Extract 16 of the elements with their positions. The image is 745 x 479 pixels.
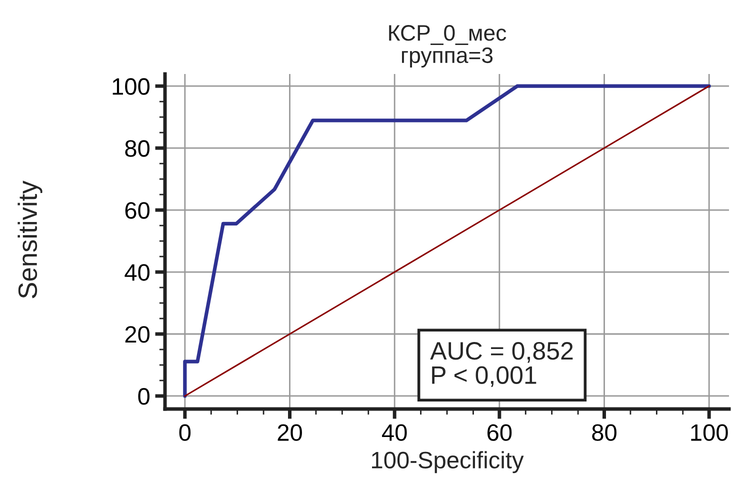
y-tick-label: 0 bbox=[138, 388, 150, 405]
x-tick-label: 40 bbox=[382, 424, 407, 441]
annotation: AUC = 0,852 P < 0,001 bbox=[430, 342, 573, 387]
y-tick-label: 60 bbox=[125, 202, 150, 219]
x-tick-label: 80 bbox=[592, 424, 616, 441]
y-tick-label: 20 bbox=[125, 326, 150, 343]
x-tick-label: 100 bbox=[691, 424, 728, 441]
y-tick-label: 80 bbox=[125, 140, 150, 157]
y-tick-label: 100 bbox=[112, 78, 150, 95]
x-axis-title: 100-Specificity bbox=[372, 451, 524, 474]
chart-title: КСР_0_мес группа=3 bbox=[389, 25, 506, 68]
x-tick-label: 0 bbox=[179, 424, 191, 441]
x-tick-label: 20 bbox=[278, 424, 302, 441]
y-tick-label: 40 bbox=[124, 264, 150, 281]
x-tick-label: 60 bbox=[487, 424, 512, 441]
y-axis-title: Sensitivity bbox=[18, 180, 42, 298]
